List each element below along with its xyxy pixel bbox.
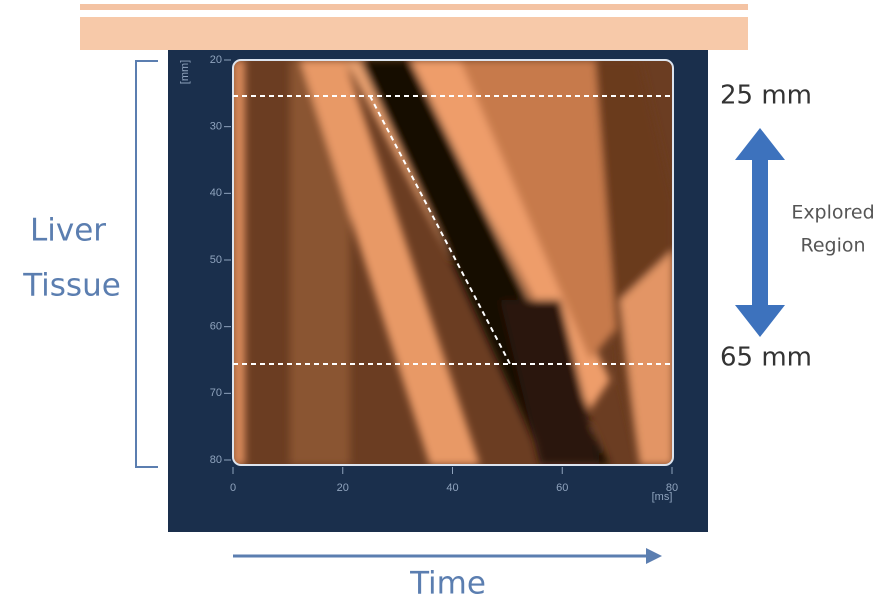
plot-border — [232, 59, 674, 466]
region-label: Explored — [791, 202, 874, 224]
time-label: Time — [409, 566, 486, 602]
y-tick-label: 30 — [210, 121, 222, 133]
x-tick-label: 80 — [666, 482, 678, 494]
y-tick-label: 50 — [210, 254, 222, 266]
probe-line — [80, 4, 748, 10]
depth-label: 25 mm — [720, 81, 812, 111]
bracket — [135, 60, 158, 468]
x-tick-label: 60 — [556, 482, 568, 494]
y-tick-label: 70 — [210, 387, 222, 399]
x-tick-label: 0 — [230, 482, 236, 494]
probe — [80, 17, 748, 50]
depth-label: 65 mm — [720, 343, 812, 373]
y-unit: [mm] — [179, 60, 191, 84]
tissue-label: Liver — [30, 213, 106, 249]
x-tick-label: 20 — [337, 482, 349, 494]
region-lines — [233, 95, 673, 365]
y-tick-label: 80 — [210, 454, 222, 466]
time-arrowhead — [646, 548, 662, 564]
elastogram — [233, 60, 673, 465]
x-unit: [ms] — [652, 491, 673, 503]
y-tick-label: 20 — [210, 54, 222, 66]
double-arrow — [735, 128, 785, 337]
y-tick-label: 40 — [210, 187, 222, 199]
y-tick-label: 60 — [210, 321, 222, 333]
region-label: Region — [800, 235, 865, 257]
tissue-label: Tissue — [22, 268, 121, 304]
x-tick-label: 40 — [446, 482, 458, 494]
